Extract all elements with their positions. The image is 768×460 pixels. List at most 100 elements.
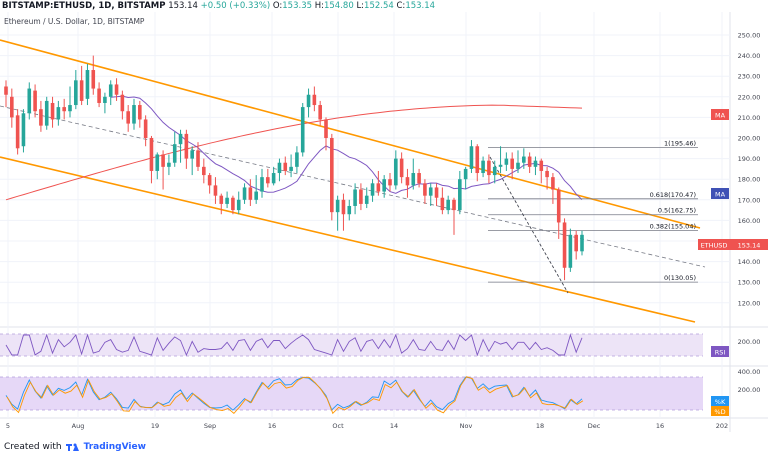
- candle-body[interactable]: [44, 100, 49, 126]
- candle-body[interactable]: [510, 158, 514, 169]
- candle-body[interactable]: [120, 94, 125, 112]
- candle-body[interactable]: [260, 177, 264, 192]
- ma-red-line[interactable]: [5, 104, 583, 201]
- candle-body[interactable]: [533, 160, 538, 167]
- candle-body[interactable]: [324, 119, 328, 138]
- candle-body[interactable]: [79, 80, 84, 101]
- channel-lower-line[interactable]: [0, 156, 696, 323]
- candle-body[interactable]: [56, 107, 61, 120]
- candle-body[interactable]: [487, 160, 491, 176]
- price-axis[interactable]: [730, 12, 768, 432]
- candle-body[interactable]: [138, 105, 142, 120]
- candle-body[interactable]: [347, 205, 352, 215]
- candle-body[interactable]: [132, 105, 136, 124]
- candle-body[interactable]: [481, 160, 485, 174]
- candle-body[interactable]: [353, 189, 357, 206]
- candle-body[interactable]: [295, 152, 299, 167]
- candle-body[interactable]: [236, 199, 241, 211]
- candle-body[interactable]: [202, 166, 206, 176]
- candle-body[interactable]: [219, 195, 224, 204]
- candle-body[interactable]: [15, 115, 20, 149]
- candle-body[interactable]: [562, 222, 567, 268]
- candle-body[interactable]: [440, 197, 445, 211]
- candle-body[interactable]: [97, 88, 101, 103]
- candle-body[interactable]: [434, 187, 439, 198]
- candle-body[interactable]: [114, 84, 119, 95]
- candle-body[interactable]: [62, 107, 66, 112]
- candle-body[interactable]: [504, 158, 509, 165]
- candle-body[interactable]: [492, 166, 497, 176]
- tradingview-brand[interactable]: TradingView: [83, 442, 146, 452]
- candle-body[interactable]: [446, 199, 450, 211]
- candle-body[interactable]: [405, 177, 410, 186]
- candle-body[interactable]: [341, 199, 346, 215]
- candle-body[interactable]: [271, 173, 276, 184]
- candle-body[interactable]: [225, 197, 229, 204]
- candle-body[interactable]: [498, 164, 503, 167]
- candle-body[interactable]: [318, 105, 322, 120]
- fib-retracement[interactable]: 1(195.46) 0.618(170.47) 0.5(162.75) 0.382(1…: [488, 139, 698, 283]
- candle-body[interactable]: [423, 183, 427, 196]
- candle-body[interactable]: [306, 94, 311, 108]
- candle-body[interactable]: [522, 156, 526, 163]
- candle-body[interactable]: [178, 133, 183, 145]
- candle-body[interactable]: [516, 162, 520, 169]
- candle-body[interactable]: [289, 166, 293, 171]
- candle-body[interactable]: [143, 119, 148, 138]
- candle-body[interactable]: [50, 102, 55, 120]
- candle-body[interactable]: [242, 187, 247, 200]
- candle-body[interactable]: [580, 234, 584, 252]
- candle-body[interactable]: [364, 195, 369, 204]
- candle-body[interactable]: [411, 173, 416, 186]
- candle-body[interactable]: [190, 150, 194, 159]
- candle-body[interactable]: [103, 96, 107, 103]
- candle-body[interactable]: [4, 86, 8, 95]
- candle-body[interactable]: [330, 138, 334, 213]
- candle-body[interactable]: [126, 111, 130, 124]
- candle-body[interactable]: [376, 183, 381, 192]
- candle-body[interactable]: [469, 146, 474, 169]
- candle-body[interactable]: [39, 109, 43, 126]
- candle-body[interactable]: [417, 173, 421, 184]
- candle-body[interactable]: [27, 88, 32, 114]
- candle-body[interactable]: [10, 96, 14, 118]
- candle-body[interactable]: [155, 154, 160, 171]
- candle-body[interactable]: [167, 162, 171, 167]
- candle-body[interactable]: [394, 158, 398, 186]
- candle-body[interactable]: [161, 154, 165, 167]
- candle-body[interactable]: [568, 234, 573, 268]
- candle-body[interactable]: [207, 175, 212, 186]
- candle-body[interactable]: [33, 90, 37, 112]
- candle-body[interactable]: [370, 183, 375, 196]
- candle-body[interactable]: [452, 199, 456, 211]
- candle-body[interactable]: [21, 113, 26, 147]
- candle-body[interactable]: [108, 84, 113, 97]
- ma-blue-line[interactable]: [110, 95, 583, 200]
- candle-body[interactable]: [231, 197, 235, 211]
- candle-body[interactable]: [428, 187, 433, 196]
- candlestick-series[interactable]: [4, 55, 584, 281]
- channel-upper-line[interactable]: [0, 39, 701, 229]
- candle-body[interactable]: [196, 150, 200, 167]
- candle-body[interactable]: [254, 191, 258, 200]
- candle-body[interactable]: [68, 105, 72, 112]
- candle-body[interactable]: [74, 80, 78, 106]
- candle-body[interactable]: [574, 234, 578, 252]
- candle-body[interactable]: [277, 162, 282, 174]
- candle-body[interactable]: [335, 199, 340, 213]
- candle-body[interactable]: [283, 162, 288, 171]
- candle-body[interactable]: [213, 185, 218, 196]
- candle-body[interactable]: [382, 179, 386, 192]
- candle-body[interactable]: [399, 158, 404, 178]
- candle-body[interactable]: [475, 146, 480, 174]
- candle-body[interactable]: [359, 189, 363, 204]
- candle-body[interactable]: [545, 170, 549, 178]
- candle-body[interactable]: [300, 107, 305, 153]
- candle-body[interactable]: [266, 177, 270, 184]
- candle-body[interactable]: [556, 189, 561, 223]
- candle-body[interactable]: [463, 168, 468, 180]
- candle-body[interactable]: [91, 70, 96, 89]
- candle-body[interactable]: [149, 138, 154, 171]
- candle-body[interactable]: [85, 70, 90, 99]
